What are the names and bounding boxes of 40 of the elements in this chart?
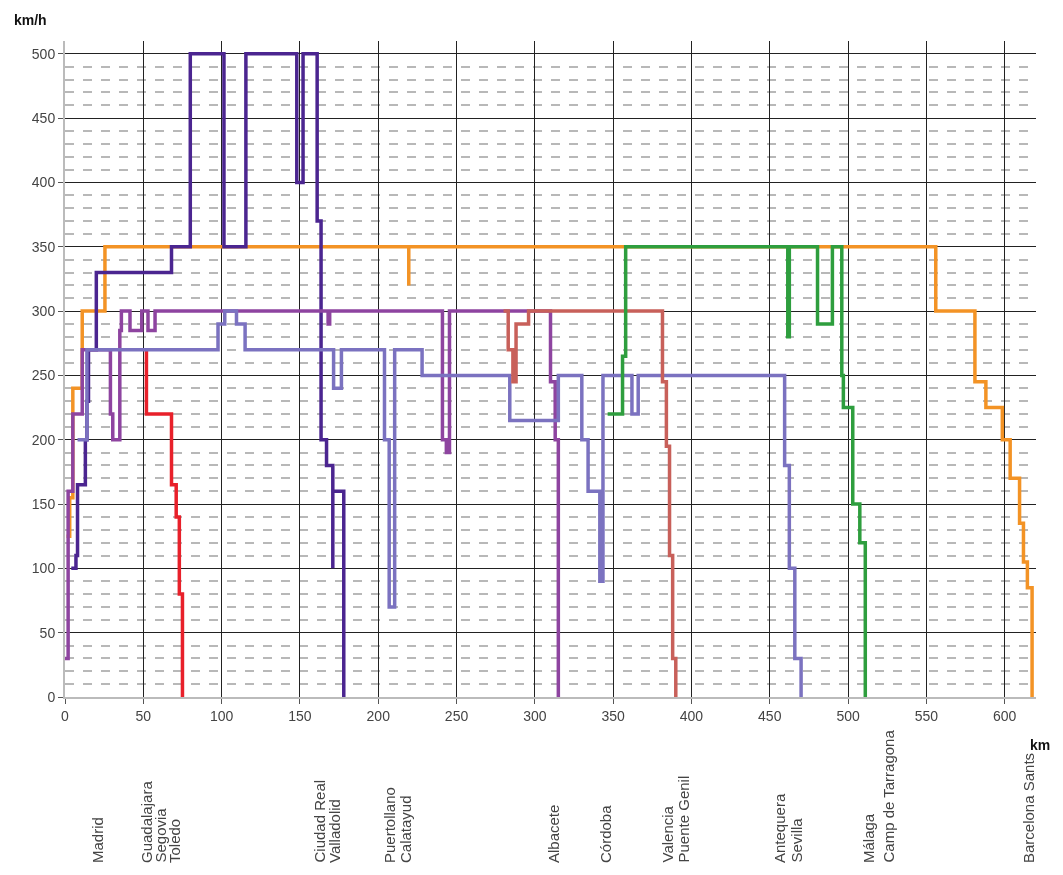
y-tick-label: 250 (31, 367, 56, 384)
text: Camp de Tarragona (879, 729, 897, 863)
x-tick-label: 200 (366, 707, 391, 724)
text: Valencia (658, 805, 676, 863)
text: Valladolid (326, 799, 343, 863)
y-tick-label: 500 (31, 45, 56, 62)
x-tick-label: 600 (993, 707, 1017, 724)
x-tick-label: 150 (288, 707, 312, 724)
x-tick-label: 350 (601, 707, 626, 724)
y-tick-label: 350 (31, 238, 56, 255)
text: Córdoba (597, 804, 614, 863)
x-tick-label: 400 (679, 707, 704, 724)
text: Málaga (860, 813, 877, 863)
text: Barcelona Sants (1020, 752, 1037, 863)
text: Antequera (771, 793, 788, 863)
y-axis-title: km/h (14, 12, 47, 28)
text: Puertollano (381, 787, 398, 863)
text: Ciudad Real (310, 779, 328, 863)
x-tick-label: 250 (444, 707, 469, 724)
x-tick-label: 300 (523, 707, 547, 724)
text: Puente Genil (674, 775, 692, 863)
y-tick-label: 50 (39, 624, 56, 641)
y-tick-label: 0 (47, 688, 56, 705)
x-tick-label: 0 (61, 707, 70, 724)
text: Calatayud (397, 795, 414, 863)
y-tick-label: 400 (31, 174, 56, 191)
y-tick-label: 100 (31, 560, 56, 577)
y-tick-label: 150 (31, 495, 56, 512)
x-axis-title: km (1030, 737, 1051, 753)
y-tick-label: 200 (31, 431, 56, 448)
y-tick-label: 450 (31, 110, 56, 127)
y-tick-label: 300 (31, 303, 56, 320)
x-tick-label: 550 (914, 707, 939, 724)
x-tick-label: 50 (135, 707, 152, 724)
x-tick-label: 450 (758, 707, 782, 724)
x-tick-label: 100 (209, 707, 234, 724)
text: Sevilla (787, 817, 805, 863)
text: Albacete (545, 804, 562, 863)
x-tick-label: 500 (836, 707, 860, 724)
text: Madrid (89, 817, 106, 863)
